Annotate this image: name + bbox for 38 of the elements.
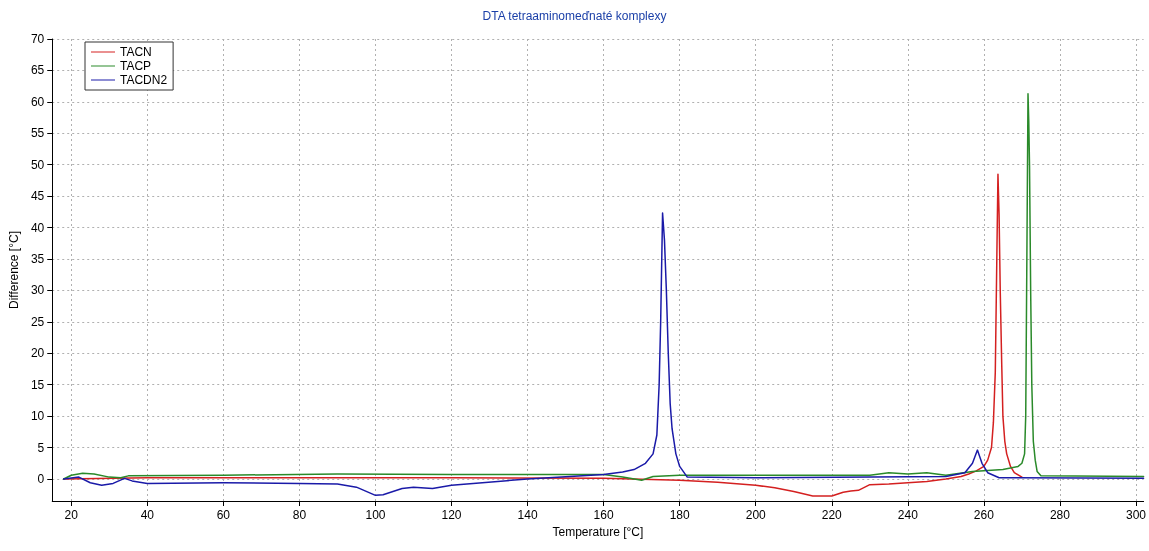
y-tick-label: 15	[30, 377, 45, 392]
x-tick-label: 220	[821, 508, 843, 522]
x-tick-label: 120	[441, 508, 462, 522]
y-axis-title: Difference [°C]	[7, 231, 21, 309]
y-tick-label: 10	[30, 409, 45, 424]
line-series	[62, 92, 1145, 482]
y-tick-label: 70	[30, 32, 45, 46]
line-series	[62, 212, 1145, 497]
y-tick-label: 25	[30, 314, 45, 329]
x-tick-label: 60	[216, 508, 231, 522]
x-axis-title: Temperature [°C]	[552, 524, 644, 539]
x-tick-label: 240	[897, 508, 919, 522]
x-tick-label: 260	[973, 508, 995, 522]
y-tick-label: 60	[30, 94, 45, 109]
y-tick-label: 55	[30, 126, 45, 141]
x-tick-label: 40	[140, 508, 155, 522]
x-tick-label: 300	[1125, 508, 1147, 522]
x-tick-label: 100	[365, 508, 386, 522]
y-tick-label: 20	[30, 346, 45, 361]
x-tick-label: 160	[593, 508, 614, 522]
y-tick-label: 45	[30, 189, 45, 204]
y-tick-label: 35	[30, 252, 45, 266]
x-tick-label: 140	[517, 508, 538, 522]
legend-label: TACN	[120, 45, 152, 59]
legend-label: TACP	[120, 59, 152, 73]
legend-label: TACDN2	[120, 73, 168, 87]
y-tick-label: 40	[30, 220, 45, 235]
y-tick-label: 0	[37, 472, 45, 486]
x-tick-label: 20	[64, 508, 79, 522]
y-tick-label: 65	[30, 63, 45, 78]
x-tick-label: 200	[745, 508, 767, 522]
y-tick-label: 50	[30, 157, 45, 172]
chart-title: DTA tetraaminomeďnaté komplexy	[482, 9, 667, 23]
y-tick-label: 5	[37, 440, 45, 455]
x-tick-label: 80	[292, 508, 307, 522]
y-tick-label: 30	[30, 283, 45, 298]
x-tick-label: 280	[1049, 508, 1071, 522]
x-tick-label: 180	[669, 508, 691, 522]
